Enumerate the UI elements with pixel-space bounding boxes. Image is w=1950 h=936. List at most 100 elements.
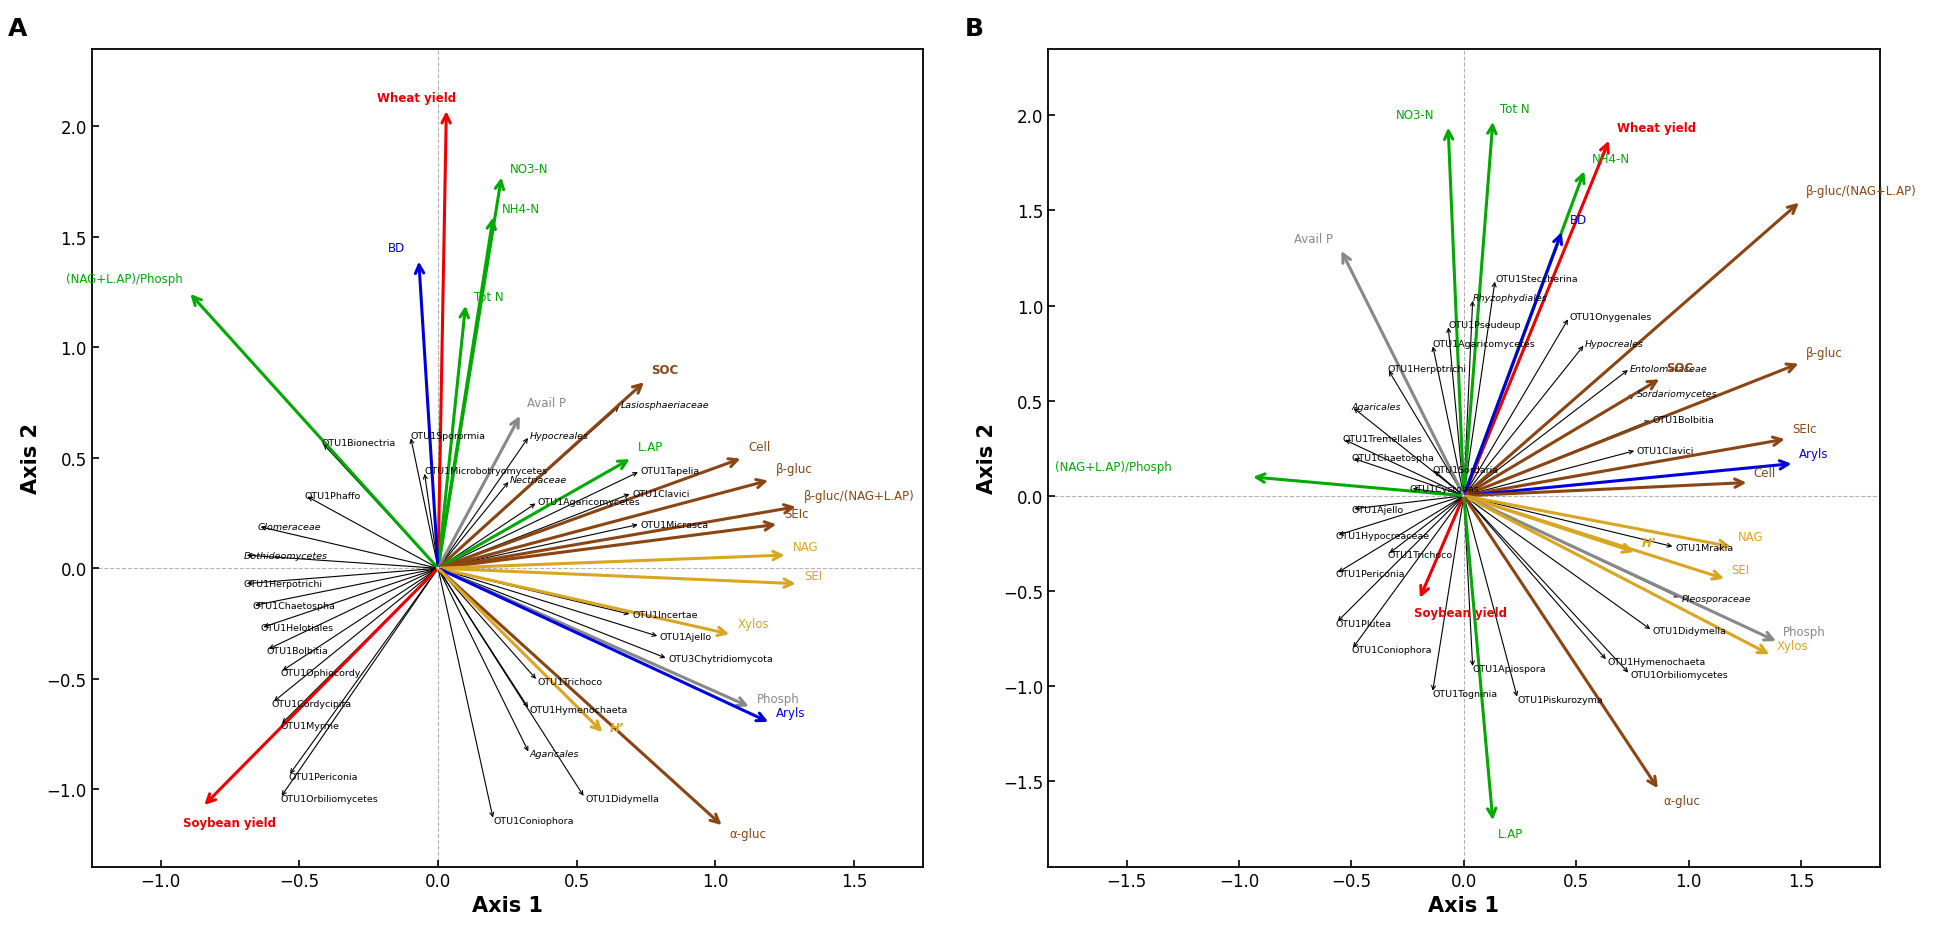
Text: OTU1Pseudeup: OTU1Pseudeup bbox=[1449, 321, 1521, 329]
Text: NAG: NAG bbox=[794, 540, 819, 553]
Text: Phosph: Phosph bbox=[1782, 626, 1825, 638]
Text: Hypocreales: Hypocreales bbox=[1585, 340, 1644, 349]
Text: OTU1Periconia: OTU1Periconia bbox=[289, 772, 359, 781]
Text: Xylos: Xylos bbox=[737, 618, 768, 631]
Text: OTU1Didymella: OTU1Didymella bbox=[585, 794, 659, 803]
Text: Wheat yield: Wheat yield bbox=[376, 92, 456, 105]
Text: OTU1Phaffo: OTU1Phaffo bbox=[304, 491, 361, 500]
Text: NO3-N: NO3-N bbox=[1396, 109, 1435, 122]
Text: OTU1Incertae: OTU1Incertae bbox=[632, 610, 698, 620]
Text: Soybean yield: Soybean yield bbox=[1414, 607, 1507, 620]
Text: OTU1Orbiliomycetes: OTU1Orbiliomycetes bbox=[281, 794, 378, 803]
Text: β-gluc/(NAG+L.AP): β-gluc/(NAG+L.AP) bbox=[1806, 185, 1917, 197]
X-axis label: Axis 1: Axis 1 bbox=[472, 895, 542, 915]
Text: OTU3Chytridiomycota: OTU3Chytridiomycota bbox=[669, 654, 772, 664]
Text: OTU1Clavici: OTU1Clavici bbox=[632, 490, 690, 498]
Text: OTU1Didymella: OTU1Didymella bbox=[1654, 627, 1726, 636]
Text: Aryls: Aryls bbox=[1798, 447, 1829, 461]
Text: Agaricales: Agaricales bbox=[1351, 402, 1400, 412]
Text: Glomeraceae: Glomeraceae bbox=[257, 522, 322, 532]
X-axis label: Axis 1: Axis 1 bbox=[1427, 895, 1500, 915]
Text: SEI: SEI bbox=[803, 569, 823, 582]
Text: Wheat yield: Wheat yield bbox=[1617, 123, 1696, 135]
Text: Cell: Cell bbox=[1753, 466, 1776, 479]
Text: OTU1Tapelia: OTU1Tapelia bbox=[640, 467, 700, 476]
Text: α-gluc: α-gluc bbox=[729, 827, 766, 840]
Text: Avail P: Avail P bbox=[1295, 232, 1334, 245]
Text: OTU1Trichoco: OTU1Trichoco bbox=[538, 677, 603, 686]
Text: BD: BD bbox=[388, 242, 406, 255]
Text: SEIc: SEIc bbox=[784, 507, 809, 520]
Text: Soybean yield: Soybean yield bbox=[183, 816, 277, 829]
Text: SEIc: SEIc bbox=[1792, 422, 1817, 435]
Text: OTU1Apiospora: OTU1Apiospora bbox=[1472, 665, 1546, 674]
Text: NH4-N: NH4-N bbox=[1591, 153, 1630, 166]
Text: OTU1Myrme: OTU1Myrme bbox=[281, 721, 339, 730]
Text: Dothideomycetes: Dothideomycetes bbox=[244, 551, 328, 560]
Text: OTU1Trichoco: OTU1Trichoco bbox=[1386, 550, 1453, 560]
Y-axis label: Axis 2: Axis 2 bbox=[977, 423, 996, 493]
Text: A: A bbox=[8, 17, 27, 41]
Text: OTU1Hymenochaeta: OTU1Hymenochaeta bbox=[1607, 657, 1706, 666]
Text: Phosph: Phosph bbox=[757, 693, 800, 706]
Text: α-gluc: α-gluc bbox=[1663, 795, 1700, 808]
Text: BD: BD bbox=[1570, 213, 1587, 227]
Text: Avail P: Avail P bbox=[526, 397, 565, 410]
Text: OTU1Chaetospha: OTU1Chaetospha bbox=[1351, 454, 1435, 462]
Text: OTU1Cystobas: OTU1Cystobas bbox=[1410, 484, 1480, 493]
Text: OTU1Bolbitia: OTU1Bolbitia bbox=[265, 646, 328, 655]
Text: Aryls: Aryls bbox=[776, 706, 805, 719]
Text: OTU1Piskurozyma: OTU1Piskurozyma bbox=[1517, 695, 1603, 704]
Text: Cell: Cell bbox=[749, 441, 770, 454]
Text: OTU1Cordycipita: OTU1Cordycipita bbox=[271, 699, 351, 708]
Text: Tot N: Tot N bbox=[474, 291, 503, 303]
Text: Nectriaceae: Nectriaceae bbox=[511, 475, 567, 485]
Text: OTU1Clavici: OTU1Clavici bbox=[1636, 446, 1695, 455]
Text: OTU1Ophiocordy: OTU1Ophiocordy bbox=[281, 668, 361, 677]
Text: OTU1Onygenales: OTU1Onygenales bbox=[1570, 314, 1652, 322]
Text: Agaricales: Agaricales bbox=[530, 750, 579, 759]
Text: OTU1Sordaria: OTU1Sordaria bbox=[1433, 465, 1498, 475]
Text: OTU1Tremellales: OTU1Tremellales bbox=[1342, 434, 1422, 444]
Text: SOC: SOC bbox=[1665, 361, 1693, 374]
Text: OTU1Ajello: OTU1Ajello bbox=[659, 633, 712, 641]
Text: H’: H’ bbox=[610, 722, 624, 735]
Text: Xylos: Xylos bbox=[1776, 639, 1808, 652]
Text: OTU1Togninia: OTU1Togninia bbox=[1433, 690, 1498, 698]
Text: L.AP: L.AP bbox=[638, 441, 663, 454]
Text: B: B bbox=[965, 17, 983, 41]
Text: OTU1Agaricomycetes: OTU1Agaricomycetes bbox=[538, 498, 642, 507]
Text: OTU1Coniophora: OTU1Coniophora bbox=[1351, 646, 1431, 654]
Text: OTU1Microbotryomycetes: OTU1Microbotryomycetes bbox=[425, 467, 548, 476]
Text: NAG: NAG bbox=[1737, 531, 1763, 544]
Text: Lasiosphaeriaceae: Lasiosphaeriaceae bbox=[620, 401, 710, 410]
Text: (NAG+L.AP)/Phosph: (NAG+L.AP)/Phosph bbox=[66, 273, 183, 286]
Text: SOC: SOC bbox=[651, 363, 679, 376]
Text: L.AP: L.AP bbox=[1498, 826, 1523, 840]
Y-axis label: Axis 2: Axis 2 bbox=[21, 423, 41, 493]
Text: OTU1Mrakia: OTU1Mrakia bbox=[1675, 543, 1734, 552]
Text: Hypocreales: Hypocreales bbox=[530, 431, 589, 441]
Text: β-gluc: β-gluc bbox=[776, 463, 813, 475]
Text: OTU1Agaricomycetes: OTU1Agaricomycetes bbox=[1433, 340, 1535, 349]
Text: H’: H’ bbox=[1642, 536, 1656, 549]
Text: OTU1Herpotrichi: OTU1Herpotrichi bbox=[244, 579, 324, 589]
Text: OTU1Sporormia: OTU1Sporormia bbox=[410, 431, 486, 441]
Text: OTU1Helotiales: OTU1Helotiales bbox=[261, 623, 333, 633]
Text: β-gluc: β-gluc bbox=[1806, 346, 1843, 359]
Text: Entolomataceae: Entolomataceae bbox=[1630, 364, 1708, 373]
Text: OTU1Periconia: OTU1Periconia bbox=[1336, 570, 1406, 578]
Text: OTU1Micrasca: OTU1Micrasca bbox=[640, 520, 708, 529]
Text: OTU1Plutea: OTU1Plutea bbox=[1336, 619, 1392, 628]
Text: Tot N: Tot N bbox=[1500, 103, 1529, 116]
Text: OTU1Orbiliomycetes: OTU1Orbiliomycetes bbox=[1630, 670, 1728, 680]
Text: (NAG+L.AP)/Phosph: (NAG+L.AP)/Phosph bbox=[1055, 461, 1172, 474]
Text: OTU1Ajello: OTU1Ajello bbox=[1351, 505, 1404, 514]
Text: Sordariomycetes: Sordariomycetes bbox=[1636, 389, 1718, 398]
Text: OTU1Bionectria: OTU1Bionectria bbox=[322, 438, 396, 447]
Text: SEI: SEI bbox=[1732, 563, 1749, 576]
Text: β-gluc/(NAG+L.AP): β-gluc/(NAG+L.AP) bbox=[803, 490, 915, 503]
Text: OTU1Hymenochaeta: OTU1Hymenochaeta bbox=[530, 706, 628, 714]
Text: OTU1Steccherina: OTU1Steccherina bbox=[1496, 275, 1578, 285]
Text: NO3-N: NO3-N bbox=[511, 163, 548, 176]
